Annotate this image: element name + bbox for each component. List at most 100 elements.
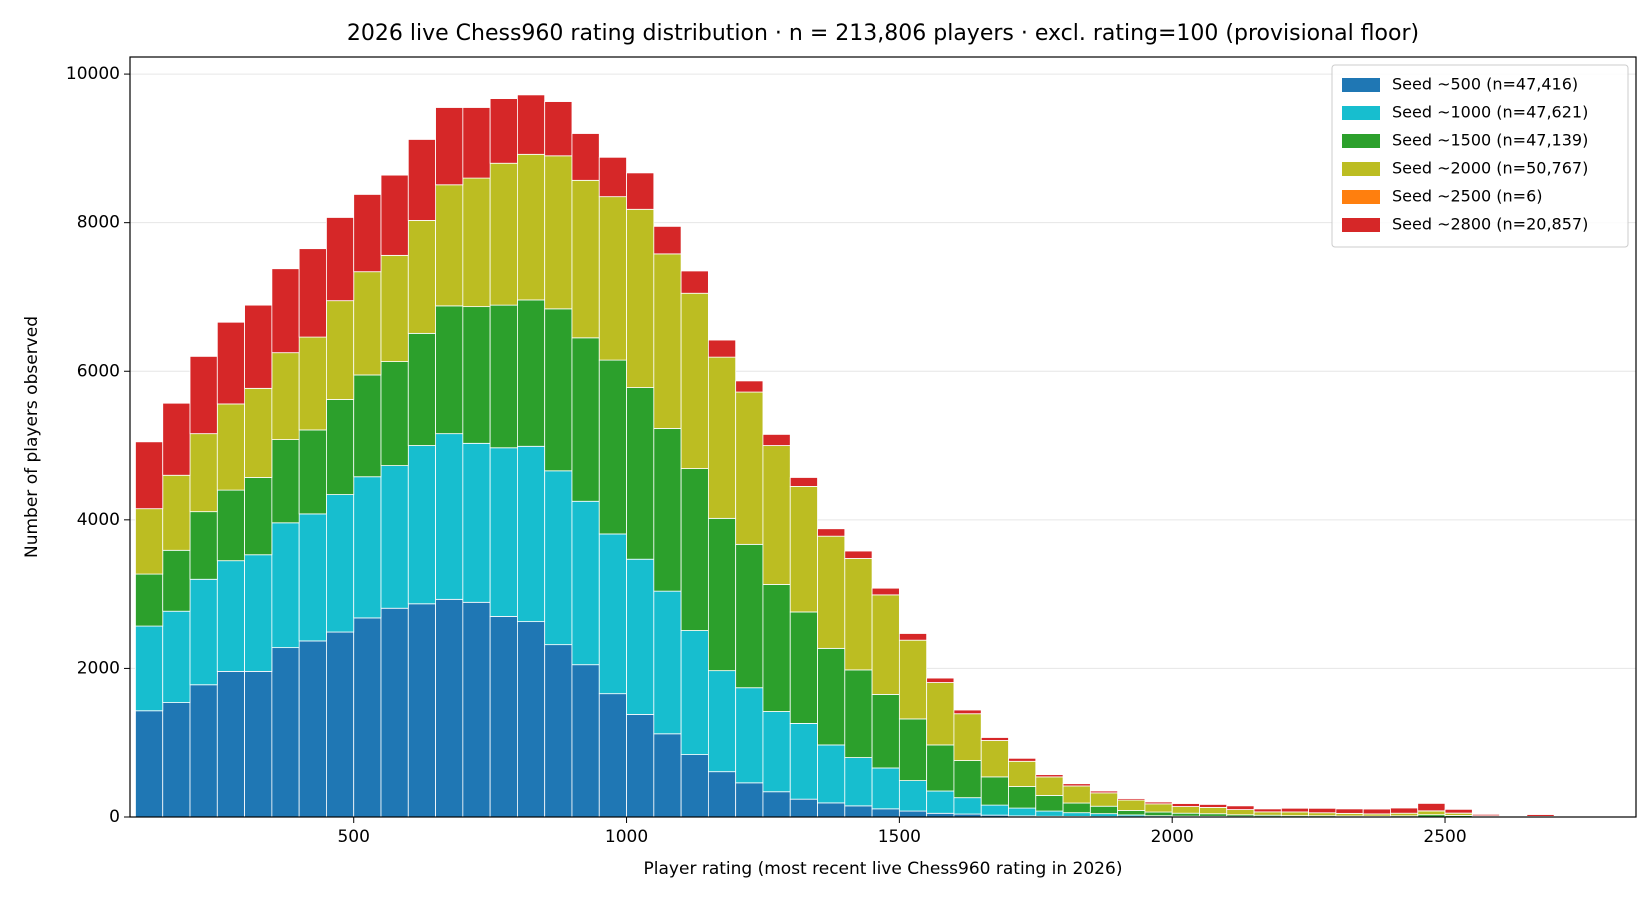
bar-segment [626, 208, 655, 388]
bar-segment [817, 744, 846, 804]
bar-segment [1062, 812, 1091, 817]
bar-segment [517, 94, 546, 155]
x-axis-label: Player rating (most recent live Chess960… [644, 859, 1123, 879]
bar-segment [380, 361, 409, 467]
bar-segment [626, 387, 655, 560]
bar-segment [871, 587, 900, 596]
bar-segment [653, 428, 682, 592]
bar-segment [817, 535, 846, 649]
bar-segment [435, 184, 464, 307]
bar-segment [407, 220, 436, 334]
y-tick-label: 4000 [77, 510, 120, 530]
bar-segment [680, 754, 709, 818]
bar-segment [762, 711, 791, 793]
bar-segment [271, 268, 300, 354]
bar-segment [598, 196, 627, 361]
bar-segment [353, 476, 382, 619]
bar-segment [789, 477, 818, 487]
bar-segment [244, 670, 273, 818]
bar-segment [1117, 810, 1146, 816]
bar-segment [462, 107, 491, 179]
y-tick-label: 0 [109, 807, 120, 827]
bar-segment [571, 337, 600, 502]
bar-segment [216, 403, 245, 491]
y-tick-label: 8000 [77, 213, 120, 233]
bar-segment [1226, 809, 1255, 816]
bar-segment [707, 339, 737, 358]
bar-segment [571, 664, 600, 818]
legend-box [1331, 64, 1629, 248]
bar-segment [1335, 808, 1364, 814]
bar-segment [1035, 810, 1064, 817]
bar-segment [926, 677, 955, 683]
bar-segment [1253, 808, 1282, 813]
bar-segment [517, 445, 546, 623]
bar-segment [1035, 795, 1064, 812]
bar-segment [435, 305, 464, 435]
bar-segment [762, 445, 791, 585]
bar-segment [953, 709, 982, 715]
bar-segment [326, 494, 355, 633]
bar-segment [298, 429, 327, 515]
bar-segment [544, 308, 573, 472]
y-axis-label: Number of players observed [22, 316, 42, 558]
bar-segment [1008, 786, 1037, 809]
bar-segment [953, 760, 982, 799]
bar-segment [1171, 812, 1200, 817]
bar-segment [244, 477, 273, 556]
bar-segment [735, 782, 764, 818]
bar-segment [680, 292, 709, 469]
legend-label: Seed ~1500 (n=47,139) [1392, 131, 1588, 150]
bar-segment [162, 610, 191, 703]
legend-swatch [1342, 78, 1380, 92]
bar-segment [462, 442, 491, 603]
legend-label: Seed ~500 (n=47,416) [1392, 75, 1578, 94]
bar-segment [135, 573, 164, 627]
bar-segment [544, 101, 573, 157]
bar-segment [1008, 757, 1037, 762]
bar-segment [1062, 785, 1091, 804]
bar-segment [1144, 803, 1173, 813]
bar-segment [216, 489, 245, 562]
bar-segment [898, 780, 928, 812]
bar-segment [1171, 806, 1200, 814]
bar-segment [298, 513, 327, 642]
bar-segment [489, 304, 518, 449]
bar-segment [598, 156, 627, 198]
bar-segment [1526, 814, 1555, 817]
bar-segment [898, 639, 928, 720]
bar-segment [598, 693, 627, 818]
bar-segment [926, 682, 955, 746]
x-tick-label: 1000 [605, 827, 648, 847]
bar-segment [735, 380, 764, 393]
bar-segment [216, 560, 245, 672]
bar-segment [762, 433, 791, 446]
bar-segment [1171, 803, 1200, 807]
bar-segment [1390, 807, 1419, 814]
bar-segment [298, 640, 327, 818]
bar-segment [162, 549, 191, 612]
bar-segment [244, 554, 273, 672]
bar-segment [789, 722, 818, 800]
bar-segment [653, 253, 682, 429]
bar-segment [1417, 803, 1446, 812]
bar-segment [1035, 774, 1064, 778]
bar-segment [680, 270, 709, 294]
bar-segment [489, 447, 518, 617]
y-tick-label: 6000 [77, 361, 120, 381]
legend-label: Seed ~2500 (n=6) [1392, 187, 1543, 206]
bar-segment [189, 684, 218, 818]
bar-segment [407, 445, 436, 605]
bar-segment [817, 647, 846, 746]
bar-segment [707, 517, 737, 672]
bar-segment [1280, 807, 1310, 813]
bar-segment [1253, 811, 1282, 816]
bar-segment [1308, 807, 1337, 814]
bar-segment [898, 718, 928, 781]
bar-segment [1199, 804, 1228, 808]
bar-segment [1008, 760, 1037, 787]
x-tick-label: 2000 [1151, 827, 1194, 847]
bar-segment [135, 710, 164, 818]
bar-segment [1117, 798, 1146, 801]
bar-segment [380, 174, 409, 256]
